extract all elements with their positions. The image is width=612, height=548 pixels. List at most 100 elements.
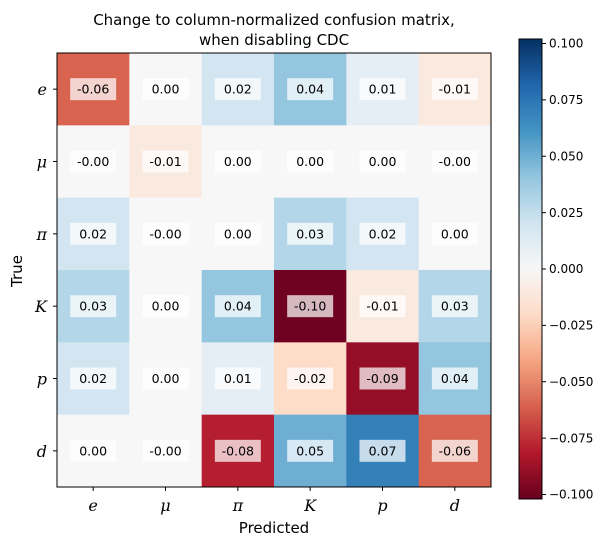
cell-label-box	[142, 150, 189, 173]
colorbar-tick-label: 0.100	[549, 37, 583, 51]
cell-label-box	[359, 150, 406, 173]
cell-label-box	[214, 150, 261, 173]
cell-label-box	[142, 222, 189, 245]
cell-value-label: 0.07	[369, 443, 397, 458]
colorbar-tick-label: −0.025	[549, 319, 593, 333]
cell-value-label: 0.05	[296, 443, 324, 458]
chart-title-line-2: when disabling CDC	[199, 31, 349, 49]
cell-value-label: 0.03	[441, 299, 469, 314]
y-tick-label: p	[37, 370, 47, 389]
cell-value-label: 0.00	[79, 443, 107, 458]
cell-label-box	[70, 295, 117, 318]
cell-label-box	[287, 295, 334, 318]
cell-value-label: -0.01	[149, 154, 181, 169]
cell-label-box	[431, 222, 478, 245]
cell-label-box	[70, 78, 117, 101]
colorbar-tick-label: −0.100	[549, 488, 593, 502]
cell-label-box	[431, 439, 478, 462]
cell-label-box	[214, 78, 261, 101]
cell-value-label: 0.02	[79, 226, 107, 241]
cell-label-box	[359, 78, 406, 101]
plot-frame	[56, 52, 492, 488]
x-tick-label: π	[232, 496, 244, 515]
cell-label-box	[287, 78, 334, 101]
cell-value-label: 0.00	[224, 154, 252, 169]
cell-label-box	[214, 295, 261, 318]
cell-label-box	[287, 367, 334, 390]
cell-value-label: -0.06	[77, 82, 109, 97]
cell-value-label: -0.09	[366, 371, 398, 386]
cell-value-label: 0.00	[224, 226, 252, 241]
y-tick-label: μ	[37, 153, 47, 172]
colorbar-tick-label: 0.075	[549, 93, 583, 107]
cell-value-label: -0.02	[294, 371, 326, 386]
cell-label-box	[70, 367, 117, 390]
cell-label-box	[287, 222, 334, 245]
cell-value-label: -0.01	[439, 82, 471, 97]
cell-label-box	[214, 222, 261, 245]
cell-label-box	[70, 150, 117, 173]
cell-label-box	[431, 78, 478, 101]
cell-value-label: 0.04	[296, 82, 324, 97]
colorbar-tick-label: −0.075	[549, 431, 593, 445]
x-tick-label: p	[377, 496, 387, 515]
cell-value-label: -0.00	[149, 443, 181, 458]
x-tick-label: d	[450, 496, 460, 515]
y-tick-label: K	[34, 297, 48, 316]
cell-value-label: 0.00	[152, 371, 180, 386]
cell-label-box	[431, 367, 478, 390]
cell-value-label: -0.06	[439, 443, 471, 458]
cell-label-box	[359, 439, 406, 462]
cell-label-box	[70, 439, 117, 462]
cell-value-label: -0.01	[366, 299, 398, 314]
cell-label-box	[142, 367, 189, 390]
cell-value-label: -0.00	[439, 154, 471, 169]
cell-value-label: -0.00	[149, 226, 181, 241]
cell-value-label: 0.00	[369, 154, 397, 169]
colorbar	[519, 39, 542, 499]
cell-label-box	[142, 295, 189, 318]
colorbar-ticks: 0.100 0.075 0.050 0.025 0.000 −0.025 −0.050 −0.…	[542, 37, 593, 502]
cell-label-box	[431, 150, 478, 173]
cell-label-box	[70, 222, 117, 245]
cell-value-label: 0.02	[224, 82, 252, 97]
cell-value-label: 0.04	[224, 299, 252, 314]
y-axis-label: True	[8, 255, 26, 288]
cell-value-label: 0.00	[441, 226, 469, 241]
cell-value-label: 0.04	[441, 371, 469, 386]
y-tick-label: d	[37, 442, 47, 461]
cell-value-label: 0.00	[152, 82, 180, 97]
cell-value-label: 0.03	[79, 299, 107, 314]
cell-label-box	[359, 367, 406, 390]
heatmap-cells	[57, 53, 492, 488]
cell-value-label: 0.02	[369, 226, 397, 241]
x-tick-label: μ	[160, 496, 170, 515]
cell-value-label: -0.08	[222, 443, 254, 458]
x-axis-label: Predicted	[239, 519, 309, 537]
colorbar-tick-label: −0.050	[549, 375, 593, 389]
y-tick-label: e	[38, 80, 47, 99]
cell-label-box	[287, 150, 334, 173]
colorbar-tick-label: 0.050	[549, 149, 583, 163]
cell-label-box	[287, 439, 334, 462]
cell-value-label: -0.00	[77, 154, 109, 169]
cell-label-box	[214, 439, 261, 462]
chart-title-line-1: Change to column-normalized confusion ma…	[93, 11, 455, 29]
y-axis-ticks: e μ π Kp d	[34, 80, 57, 461]
cell-label-box	[359, 295, 406, 318]
heatmap-cell-labels: -0.06 0.00 0.02 0.04 0.01 -0.01 -0.00 -0.01 0.00…	[70, 78, 478, 462]
cell-value-label: 0.02	[79, 371, 107, 386]
cell-label-box	[359, 222, 406, 245]
cell-value-label: 0.00	[152, 299, 180, 314]
cell-value-label: 0.00	[296, 154, 324, 169]
cell-value-label: 0.01	[224, 371, 252, 386]
cell-label-box	[142, 78, 189, 101]
cell-label-box	[431, 295, 478, 318]
cell-value-label: 0.03	[296, 226, 324, 241]
cell-value-label: 0.01	[369, 82, 397, 97]
colorbar-tick-label: 0.025	[549, 206, 583, 220]
cell-label-box	[214, 367, 261, 390]
cell-value-label: -0.10	[294, 299, 326, 314]
